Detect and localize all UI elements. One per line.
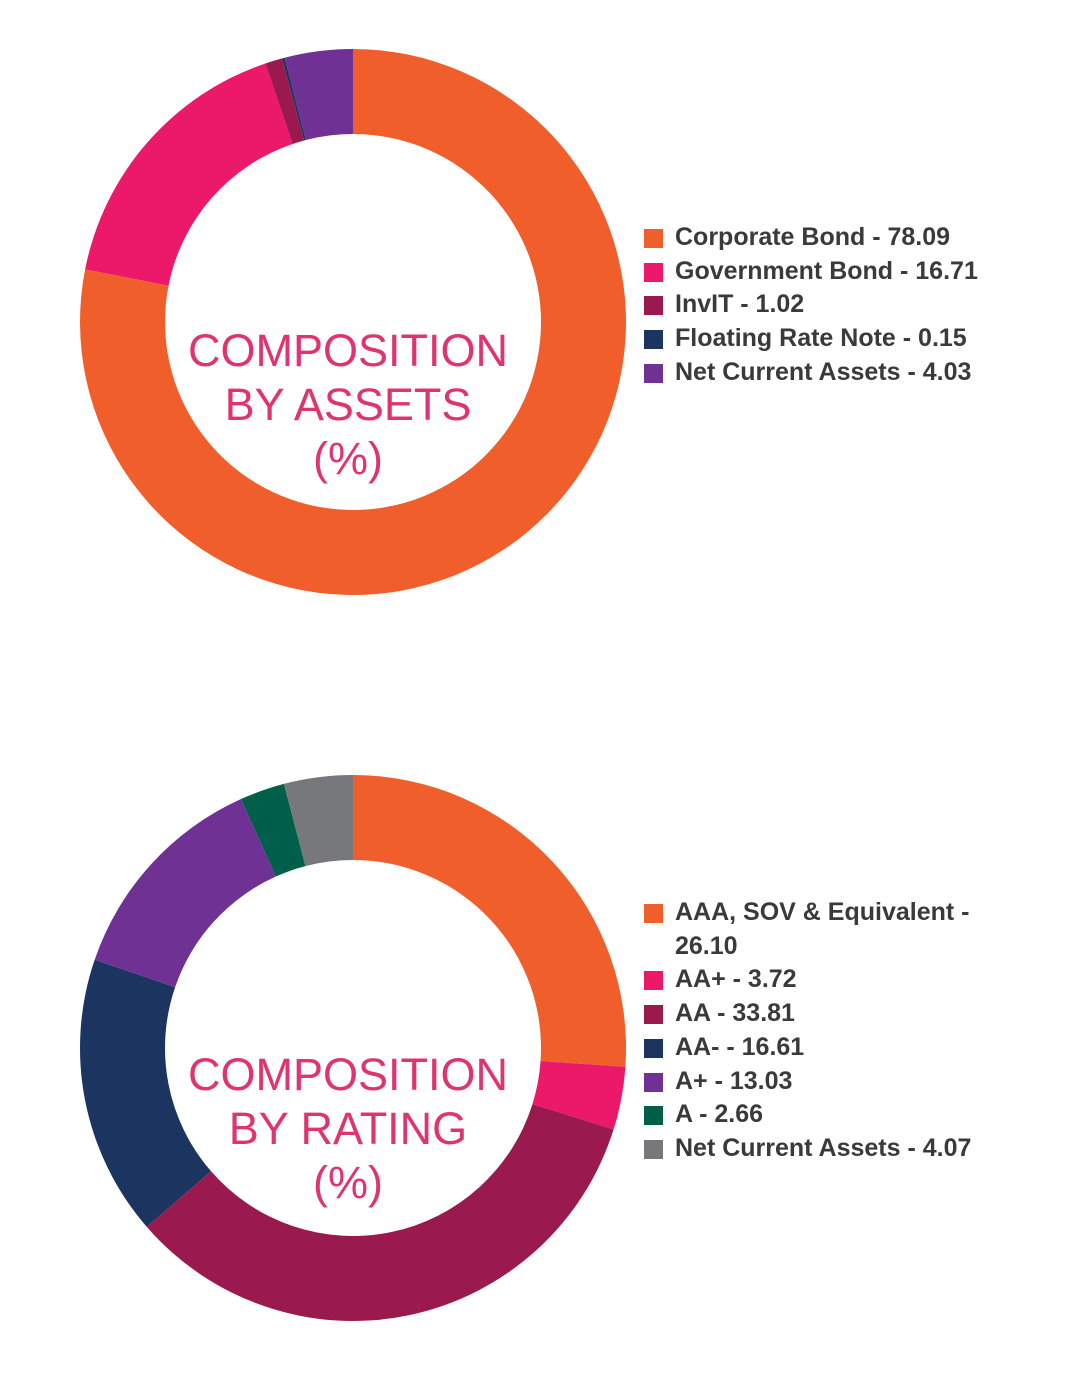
assets-legend-item-corporate-bond: Corporate Bond - 78.09 [644,221,1044,255]
rating-slice-a [240,783,306,877]
rating-legend-swatch [644,904,663,923]
assets-center-line-3: (%) [313,433,383,484]
composition-by-assets-chart: COMPOSITION BY ASSETS (%) Corporate Bond… [0,0,1071,680]
assets-donut [80,49,626,595]
rating-slice-aa [80,959,211,1227]
assets-legend-swatch [644,229,663,248]
rating-center-label: COMPOSITION BY RATING (%) [158,1048,538,1210]
rating-legend-label: A+ - 13.03 [675,1066,793,1095]
rating-center-line-1: COMPOSITION [187,1049,508,1100]
assets-slice-invit [265,58,305,144]
rating-legend-label: AAA, SOV & Equivalent - 26.10 [675,898,970,960]
rating-legend-swatch [644,1139,663,1159]
assets-center-label: COMPOSITION BY ASSETS (%) [158,324,538,486]
rating-legend-label: AA- - 16.61 [675,1032,805,1061]
rating-legend-label: AA+ - 3.72 [675,965,797,994]
rating-center-line-2: BY RATING [228,1103,468,1154]
rating-legend-item-a-plus: A+ - 13.03 [644,1065,1044,1099]
rating-legend-label: A - 2.66 [675,1100,764,1129]
assets-legend-item-invit: InvIT - 1.02 [644,288,1044,322]
assets-center-line-2: BY ASSETS [224,379,472,430]
assets-legend: Corporate Bond - 78.09 Government Bond - … [644,221,1044,390]
assets-slice-corporate-bond [80,49,626,595]
rating-legend-label: AA - 33.81 [675,999,795,1028]
rating-slice-net-current-assets [283,775,353,867]
rating-slice-aa [146,1104,614,1321]
assets-legend-label: InvIT - 1.02 [675,290,805,319]
assets-legend-item-net-current-assets: Net Current Assets - 4.03 [644,356,1044,390]
assets-legend-swatch [644,262,663,282]
assets-legend-label: Floating Rate Note - 0.15 [675,324,967,353]
rating-legend-item-aa-plus: AA+ - 3.72 [644,963,1044,997]
rating-legend-item-a: A - 2.66 [644,1098,1044,1132]
rating-legend-item-net-current-assets: Net Current Assets - 4.07 [644,1132,1044,1166]
assets-legend-swatch [644,363,663,383]
composition-by-rating-chart: COMPOSITION BY RATING (%) AAA, SOV & Equ… [0,700,1071,1377]
assets-legend-item-floating-rate-note: Floating Rate Note - 0.15 [644,322,1044,356]
rating-legend-swatch [644,1005,663,1025]
assets-legend-label: Corporate Bond - 78.09 [675,223,951,251]
assets-legend-swatch [644,296,663,316]
rating-center-line-3: (%) [313,1157,383,1208]
assets-center-line-1: COMPOSITION [187,325,508,376]
rating-legend-swatch [644,1106,663,1126]
assets-slice-government-bond [85,63,293,286]
rating-legend-swatch [644,1038,663,1058]
assets-slice-floating-rate-note [282,57,306,141]
rating-legend: AAA, SOV & Equivalent - 26.10 AA+ - 3.72 A… [644,896,1044,1166]
rating-slice-a-plus [94,799,276,988]
rating-legend-label: Net Current Assets - 4.07 [675,1133,972,1162]
rating-donut [80,775,626,1321]
rating-slice-aa-plus [532,1060,626,1130]
assets-legend-item-government-bond: Government Bond - 16.71 [644,255,1044,289]
assets-slice-net-current-assets [284,49,353,140]
rating-slice-aaa-sov-and-equivalent [353,775,626,1067]
rating-legend-item-aa: AA- - 16.61 [644,1031,1044,1065]
assets-legend-swatch [644,330,663,350]
rating-legend-item-aaa-sov-and-equivalent: AAA, SOV & Equivalent - 26.10 [644,896,1044,963]
assets-legend-label: Net Current Assets - 4.03 [675,357,972,386]
rating-legend-swatch [644,1072,663,1092]
rating-legend-item-aa: AA - 33.81 [644,997,1044,1031]
assets-legend-label: Government Bond - 16.71 [675,256,978,285]
rating-legend-swatch [644,971,663,991]
